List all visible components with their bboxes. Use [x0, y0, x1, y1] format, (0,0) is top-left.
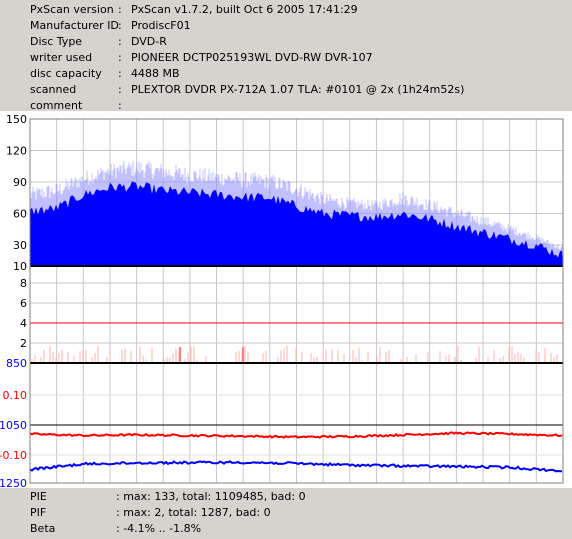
summary-row-value: : max: 2, total: 1287, bad: 0 [116, 506, 271, 519]
header-row-separator: : [118, 67, 122, 80]
header-row-value: PIONEER DCTP025193WL DVD-RW DVR-107 [131, 51, 373, 64]
pif-y-tick-label: 6 [20, 297, 27, 310]
header-row-value: ProdiscF01 [131, 19, 191, 32]
beta-series-line [29, 431, 563, 439]
pie-y-tick-label: 10 [13, 260, 27, 273]
pif-y-tick-label: 2 [20, 337, 27, 350]
header-row-value: 4488 MB [131, 67, 180, 80]
scan-summary-footer: PIE : max: 133, total: 1109485, bad: 0 PIF… [0, 488, 572, 539]
summary-row-value: : -4.1% .. -1.8% [116, 522, 202, 535]
header-row-separator: : [118, 35, 122, 48]
header-row-value: DVD-R [131, 35, 167, 48]
beta-y-tick-label: 850 [6, 357, 27, 370]
header-row-label: writer used [30, 51, 93, 64]
header-row-label: PxScan version [30, 3, 114, 16]
header-row-separator: : [118, 19, 122, 32]
header-row-separator: : [118, 51, 122, 64]
pie-y-tick-label: 30 [13, 239, 27, 252]
header-row-separator: : [118, 83, 122, 96]
beta-y-tick-label: -0.10 [0, 449, 27, 462]
header-row-separator: : [118, 99, 122, 112]
summary-row-label: Beta [30, 522, 56, 535]
header-row-label: scanned [30, 83, 77, 96]
summary-row-label: PIF [30, 506, 47, 519]
pie-y-tick-label: 90 [13, 176, 27, 189]
scan-chart: 150 120 90 60 30 10 8 6 4 2 850 0.10 1050 -0.10 1250 [0, 113, 564, 488]
summary-row-value: : max: 133, total: 1109485, bad: 0 [116, 490, 306, 503]
header-row-label: Manufacturer ID [30, 19, 119, 32]
header-row-value: PLEXTOR DVDR PX-712A 1.07 TLA: #0101 @ 2… [131, 83, 465, 96]
beta-y-tick-label: 1050 [0, 419, 27, 432]
scan-chart-area: 150 120 90 60 30 10 8 6 4 2 850 0.10 1050 -0.10 1250 [0, 111, 572, 488]
summary-row-label: PIE [30, 490, 47, 503]
header-row-label: Disc Type [30, 35, 83, 48]
header-row-value: PxScan v1.7.2, built Oct 6 2005 17:41:29 [131, 3, 358, 16]
beta-y-tick-label: 1250 [0, 477, 27, 488]
plot-frame [29, 118, 564, 484]
beta-y-tick-label: 0.10 [3, 389, 28, 402]
pie-y-tick-label: 120 [6, 145, 27, 158]
scan-info-header: PxScan version: PxScan v1.7.2, built Oct … [0, 0, 572, 112]
pie-y-tick-label: 60 [13, 208, 27, 221]
pie-area-series [30, 181, 563, 266]
pif-y-tick-label: 4 [20, 317, 27, 330]
pif-y-tick-label: 8 [20, 277, 27, 290]
jitter-series-line [29, 460, 563, 473]
header-row-separator: : [118, 3, 122, 16]
pie-y-tick-label: 150 [6, 113, 27, 126]
header-row-label: comment [30, 99, 83, 112]
header-row-label: disc capacity [30, 67, 102, 80]
